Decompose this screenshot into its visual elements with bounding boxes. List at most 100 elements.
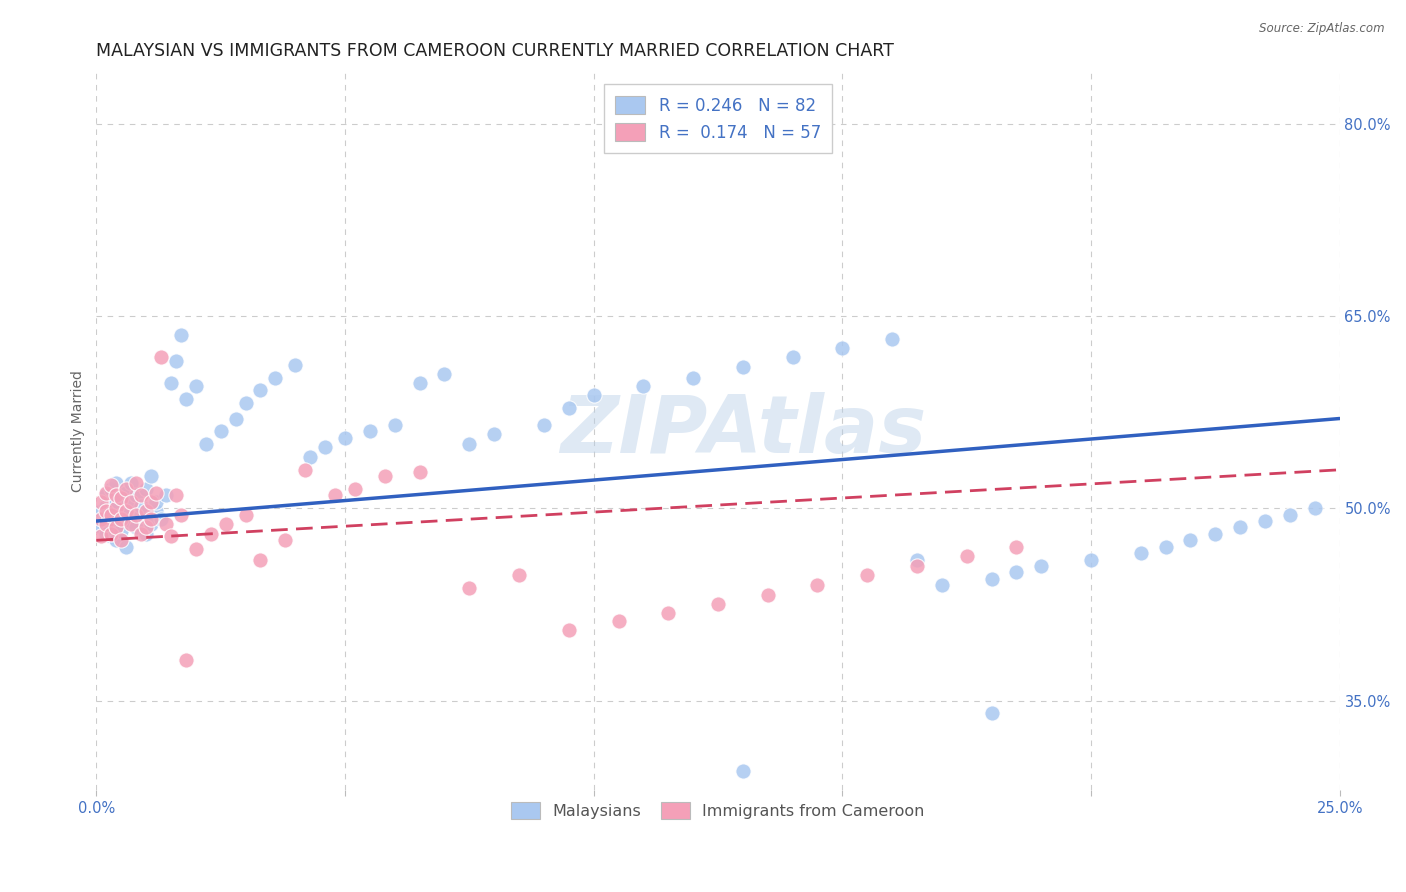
Point <box>731 360 754 375</box>
Point <box>1031 558 1053 573</box>
Point <box>931 578 953 592</box>
Point <box>731 764 754 778</box>
Point <box>135 504 157 518</box>
Point <box>105 520 128 534</box>
Point <box>110 511 132 525</box>
Point <box>90 495 112 509</box>
Point <box>856 568 879 582</box>
Point <box>314 440 336 454</box>
Point <box>1080 552 1102 566</box>
Point <box>558 401 581 416</box>
Point <box>96 486 118 500</box>
Point <box>96 527 118 541</box>
Point <box>120 495 142 509</box>
Point <box>150 350 173 364</box>
Point <box>100 511 122 525</box>
Point <box>129 488 152 502</box>
Point <box>264 370 287 384</box>
Point <box>96 508 118 522</box>
Point <box>806 578 828 592</box>
Point <box>150 511 173 525</box>
Point <box>155 516 177 531</box>
Point <box>284 358 307 372</box>
Point <box>633 379 655 393</box>
Point <box>323 488 346 502</box>
Text: Source: ZipAtlas.com: Source: ZipAtlas.com <box>1260 22 1385 36</box>
Point <box>115 482 138 496</box>
Point <box>139 511 162 525</box>
Point <box>120 475 142 490</box>
Point <box>299 450 322 464</box>
Point <box>408 466 430 480</box>
Point <box>90 504 112 518</box>
Point <box>96 488 118 502</box>
Point <box>756 589 779 603</box>
Point <box>184 379 207 393</box>
Point <box>110 491 132 505</box>
Point <box>100 508 122 522</box>
Point <box>100 482 122 496</box>
Point <box>200 527 222 541</box>
Point <box>1229 520 1251 534</box>
Point <box>110 508 132 522</box>
Point <box>129 508 152 522</box>
Point <box>782 350 804 364</box>
Point <box>905 552 928 566</box>
Point <box>125 520 148 534</box>
Point <box>482 426 505 441</box>
Point <box>160 529 183 543</box>
Point <box>100 527 122 541</box>
Point <box>508 568 530 582</box>
Point <box>139 495 162 509</box>
Point <box>458 437 481 451</box>
Point <box>1204 527 1226 541</box>
Point <box>274 533 297 548</box>
Point <box>129 499 152 513</box>
Point <box>120 495 142 509</box>
Point <box>135 482 157 496</box>
Point <box>125 508 148 522</box>
Point <box>170 328 193 343</box>
Point <box>125 488 148 502</box>
Point <box>115 504 138 518</box>
Point <box>139 516 162 531</box>
Point <box>249 384 271 398</box>
Point <box>120 516 142 531</box>
Point <box>125 475 148 490</box>
Point <box>105 533 128 548</box>
Point <box>115 504 138 518</box>
Point <box>165 354 187 368</box>
Point <box>110 491 132 505</box>
Point <box>90 514 112 528</box>
Point <box>90 529 112 543</box>
Point <box>135 520 157 534</box>
Point <box>96 499 118 513</box>
Point <box>1129 546 1152 560</box>
Point <box>105 495 128 509</box>
Point <box>343 482 366 496</box>
Point <box>235 396 257 410</box>
Point <box>155 488 177 502</box>
Point <box>209 425 232 439</box>
Point <box>1005 566 1028 580</box>
Point <box>980 572 1002 586</box>
Point <box>374 469 396 483</box>
Point <box>682 370 704 384</box>
Point <box>184 542 207 557</box>
Point <box>105 488 128 502</box>
Legend: Malaysians, Immigrants from Cameroon: Malaysians, Immigrants from Cameroon <box>505 795 931 825</box>
Point <box>100 529 122 543</box>
Point <box>115 540 138 554</box>
Point <box>359 425 381 439</box>
Point <box>194 437 217 451</box>
Point <box>249 552 271 566</box>
Text: ZIPAtlas: ZIPAtlas <box>560 392 927 470</box>
Point <box>384 417 406 432</box>
Point <box>707 598 730 612</box>
Point <box>607 614 630 628</box>
Point <box>100 478 122 492</box>
Point <box>294 463 316 477</box>
Point <box>225 411 247 425</box>
Point <box>110 533 132 548</box>
Point <box>1180 533 1202 548</box>
